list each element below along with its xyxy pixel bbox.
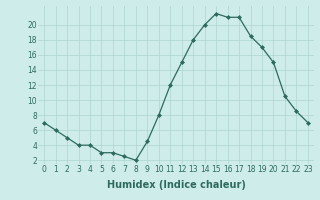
X-axis label: Humidex (Indice chaleur): Humidex (Indice chaleur) [107, 180, 245, 190]
